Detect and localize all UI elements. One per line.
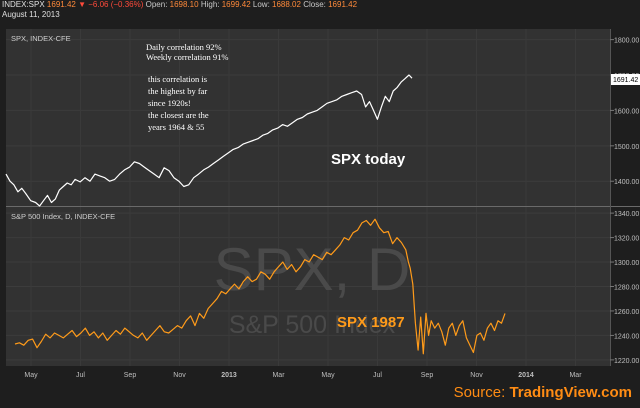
chart-date: August 11, 2013: [2, 10, 60, 19]
source-brand[interactable]: TradingView.com: [509, 384, 632, 401]
bottom-price-tick-label-4: 1260.00: [614, 309, 639, 316]
time-tick-label-9: Nov: [470, 372, 483, 379]
note-line-1: this correlation is: [148, 74, 207, 84]
bottom-series-layer: [14, 218, 506, 355]
last-price-box: [611, 74, 640, 85]
bottom-price-tick-label-0: 1340.00: [614, 211, 639, 218]
spx-1987-line: [14, 218, 506, 355]
time-tick-label-3: Nov: [173, 372, 186, 379]
top-panel-background[interactable]: [6, 29, 610, 206]
bottom-price-tick-label-6: 1220.00: [614, 358, 639, 365]
bottom-price-axis[interactable]: 1340.00 1320.00 1300.00 1280.00 1260.00 1240.…: [6, 211, 639, 365]
bottom-panel-label: S&P 500 Index, D, INDEX-CFE: [11, 212, 115, 221]
note-line-5: years 1964 & 55: [148, 122, 204, 132]
high-label: High:: [200, 0, 220, 9]
weekly-correlation-text: Weekly correlation 91%: [146, 52, 228, 62]
top-panel-label: SPX, INDEX-CFE: [11, 34, 71, 43]
daily-correlation-text: Daily correlation 92%: [146, 42, 222, 52]
source-prefix: Source:: [453, 384, 510, 401]
last-price-marker: 1691.42: [611, 74, 640, 85]
time-tick-label-10: 2014: [518, 372, 534, 379]
bottom-price-tick-label-5: 1240.00: [614, 333, 639, 340]
price-change: −6.06 (−0.36%): [88, 0, 144, 9]
time-tick-label-6: May: [321, 372, 335, 379]
time-axis[interactable]: May Jul Sep Nov 2013 Mar May Jul Sep Nov 2014 Mar: [24, 29, 582, 379]
last-price: 1691.42: [46, 0, 76, 9]
symbol-label[interactable]: INDEX:SPX: [2, 0, 45, 9]
time-tick-label-2: Sep: [124, 372, 137, 379]
watermark-symbol: SPX, D: [214, 236, 411, 303]
top-price-tick-label-4: 1400.00: [614, 179, 639, 186]
low-label: Low:: [252, 0, 270, 9]
time-tick-label-8: Sep: [421, 372, 434, 379]
time-tick-label-5: Mar: [272, 372, 285, 379]
spx-today-label: SPX today: [331, 151, 406, 168]
down-arrow-icon: ▼: [78, 0, 86, 9]
bottom-price-tick-label-2: 1300.00: [614, 260, 639, 267]
chart-header: INDEX:SPX 1691.42 ▼ −6.06 (−0.36%) Open:…: [0, 0, 640, 20]
low-value: 1688.02: [272, 0, 301, 9]
note-line-4: the closest are the: [148, 110, 209, 120]
open-label: Open:: [145, 0, 168, 9]
spx-today-line: [5, 74, 413, 207]
high-value: 1699.42: [221, 0, 251, 9]
close-value: 1691.42: [328, 0, 358, 9]
bottom-price-tick-label-3: 1280.00: [614, 285, 639, 292]
note-line-3: since 1920s!: [148, 98, 191, 108]
correlation-note: Daily correlation 92% Weekly correlation…: [146, 42, 228, 132]
watermark-name: S&P 500 Index: [229, 311, 396, 339]
close-label: Close:: [303, 0, 326, 9]
top-price-tick-label-3: 1500.00: [614, 144, 639, 151]
note-line-2: the highest by far: [148, 86, 207, 96]
bottom-price-tick-label-1: 1320.00: [614, 236, 639, 243]
top-price-tick-label-0: 1800.00: [614, 38, 639, 45]
top-series-layer: [5, 74, 413, 207]
time-tick-label-0: May: [24, 372, 38, 379]
time-tick-label-4: 2013: [221, 372, 237, 379]
open-value: 1698.10: [169, 0, 199, 9]
time-tick-label-7: Jul: [373, 372, 382, 379]
quote-line: INDEX:SPX 1691.42 ▼ −6.06 (−0.36%) Open:…: [2, 0, 640, 10]
top-price-tick-label-2: 1600.00: [614, 108, 639, 115]
time-tick-label-1: Jul: [76, 372, 85, 379]
source-credit: Source: TradingView.com: [454, 384, 632, 401]
spx-1987-label: SPX 1987: [337, 314, 405, 331]
time-tick-label-11: Mar: [569, 372, 582, 379]
last-price-box-text: 1691.42: [613, 77, 638, 84]
